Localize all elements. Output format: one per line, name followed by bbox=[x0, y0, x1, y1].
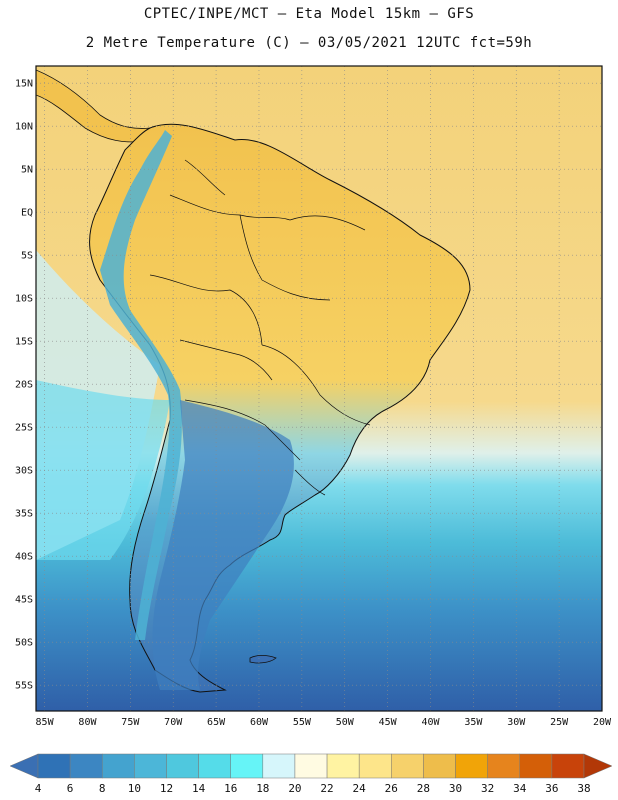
lat-label: 25S bbox=[15, 423, 33, 434]
falkland-islands bbox=[249, 654, 277, 664]
colorbar-swatch bbox=[101, 753, 135, 779]
colorbar-swatch bbox=[230, 753, 264, 779]
lon-label: 25W bbox=[550, 717, 569, 728]
lat-label: 35S bbox=[15, 509, 33, 520]
colorbar-swatch bbox=[423, 753, 456, 779]
colorbar-swatch bbox=[37, 753, 71, 779]
map-title-line2: 2 Metre Temperature (C) – 03/05/2021 12U… bbox=[85, 35, 533, 51]
lat-label: 10S bbox=[15, 294, 33, 305]
colorbar-label: 30 bbox=[449, 782, 462, 795]
lon-label: 85W bbox=[36, 717, 55, 728]
longitude-labels: 85W 80W 75W 70W 65W 60W 55W 50W 45W 40W 35W 30W 25W 2… bbox=[36, 717, 612, 728]
lat-label: 10N bbox=[15, 122, 33, 133]
colorbar-label: 34 bbox=[513, 782, 527, 795]
lon-label: 55W bbox=[293, 717, 312, 728]
lon-label: 80W bbox=[78, 717, 97, 728]
latitude-labels: 15N 10N 5N EQ 5S 10S 15S 20S 25S 30S 35S 40S 45S 50S 5… bbox=[15, 79, 33, 692]
colorbar-swatch bbox=[358, 753, 392, 779]
lat-label: 5N bbox=[21, 165, 33, 176]
colorbar-label: 14 bbox=[192, 782, 206, 795]
colorbar-label: 36 bbox=[545, 782, 558, 795]
map-frame bbox=[35, 65, 603, 712]
colorbar-swatch bbox=[134, 753, 167, 779]
lat-label: 45S bbox=[15, 595, 33, 606]
colorbar-label: 4 bbox=[35, 782, 42, 795]
colorbar-swatch bbox=[455, 753, 488, 779]
colorbar-swatch bbox=[519, 753, 553, 779]
colorbar-swatch bbox=[294, 753, 328, 779]
lat-label: 50S bbox=[15, 638, 33, 649]
southern-cone-cold bbox=[152, 400, 294, 690]
lon-label: 45W bbox=[379, 717, 398, 728]
colorbar-label: 24 bbox=[353, 782, 367, 795]
colorbar-swatch bbox=[391, 753, 424, 779]
lon-label: 70W bbox=[164, 717, 183, 728]
colorbar-label: 18 bbox=[256, 782, 269, 795]
country-borders bbox=[149, 159, 371, 496]
lat-label: 55S bbox=[15, 681, 33, 692]
lat-label: 5S bbox=[21, 251, 33, 262]
lon-label: 40W bbox=[421, 717, 440, 728]
colorbar-swatch bbox=[326, 753, 360, 779]
lat-label: 40S bbox=[15, 552, 33, 563]
colorbar-label: 10 bbox=[128, 782, 141, 795]
colorbar-swatch bbox=[69, 753, 103, 779]
lon-label: 75W bbox=[121, 717, 140, 728]
andes-cold-ribbon bbox=[100, 130, 182, 640]
colorbar-label: 6 bbox=[67, 782, 74, 795]
lon-label: 50W bbox=[336, 717, 355, 728]
colorbar-label: 32 bbox=[481, 782, 494, 795]
colorbar-label: 22 bbox=[320, 782, 333, 795]
lat-label: 15N bbox=[15, 79, 33, 90]
colorbar-high-arrow bbox=[583, 753, 613, 779]
colorbar-low-arrow bbox=[9, 753, 39, 779]
map-title-line1: CPTEC/INPE/MCT – Eta Model 15km – GFS bbox=[143, 6, 475, 22]
colorbar-swatch bbox=[262, 753, 296, 779]
colorbar: 4 6 8 10 12 14 16 18 20 22 24 26 28 30 32 34 36 38 bbox=[9, 753, 613, 795]
colorbar-label: 8 bbox=[99, 782, 106, 795]
lat-label: 30S bbox=[15, 466, 33, 477]
pacific-cold-band bbox=[36, 380, 170, 560]
lon-label: 30W bbox=[507, 717, 526, 728]
colorbar-label: 12 bbox=[160, 782, 173, 795]
lon-label: 65W bbox=[207, 717, 226, 728]
lon-label: 60W bbox=[250, 717, 269, 728]
colorbar-label: 38 bbox=[577, 782, 590, 795]
colorbar-label: 16 bbox=[224, 782, 237, 795]
colorbar-swatch bbox=[198, 753, 231, 779]
lon-label: 20W bbox=[593, 717, 612, 728]
lat-label: EQ bbox=[21, 208, 33, 219]
colorbar-label: 28 bbox=[417, 782, 430, 795]
colorbar-label: 26 bbox=[385, 782, 398, 795]
lat-label: 15S bbox=[15, 337, 33, 348]
colorbar-swatch bbox=[487, 753, 521, 779]
lat-label: 20S bbox=[15, 380, 33, 391]
colorbar-swatch bbox=[551, 753, 585, 779]
colorbar-swatch bbox=[166, 753, 199, 779]
colorbar-label: 20 bbox=[288, 782, 301, 795]
lon-label: 35W bbox=[464, 717, 483, 728]
